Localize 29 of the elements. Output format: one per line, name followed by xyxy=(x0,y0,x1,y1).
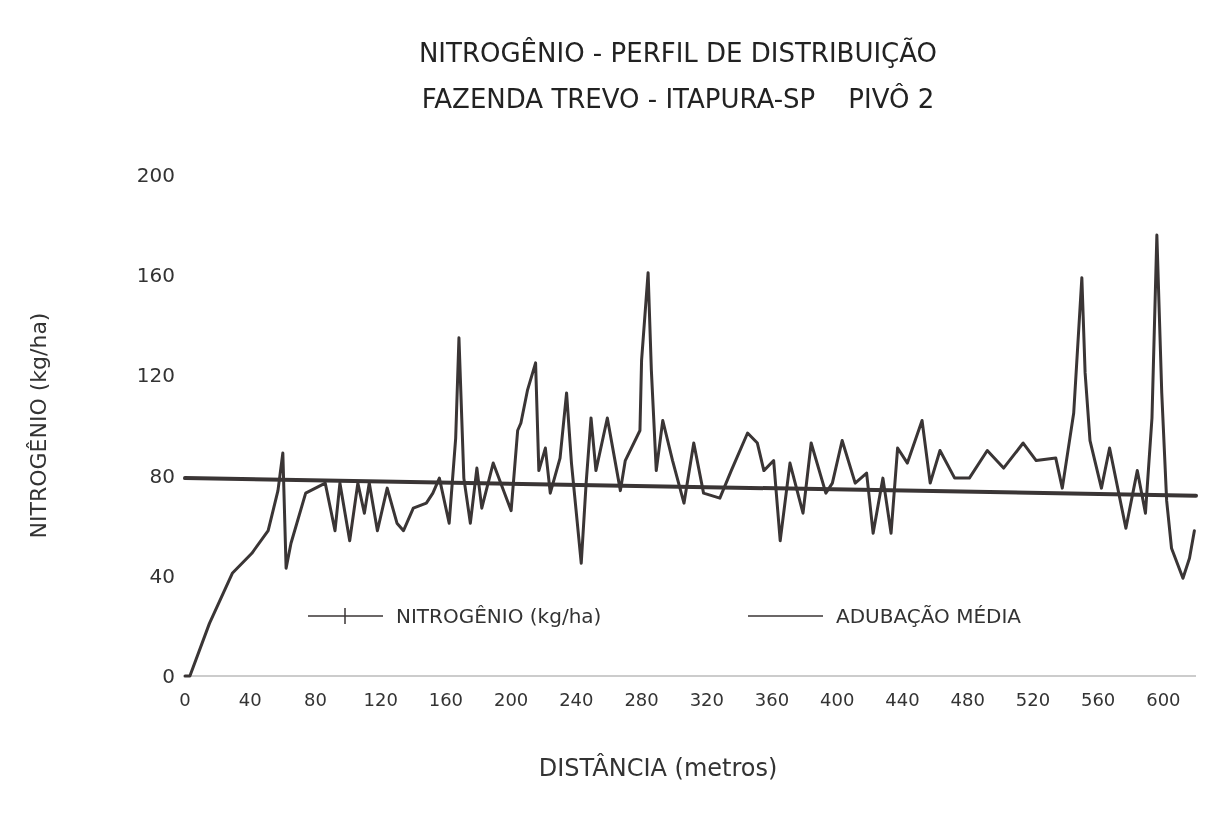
x-tick-label: 480 xyxy=(950,689,985,710)
x-tick-label: 80 xyxy=(304,689,327,710)
x-tick-label: 520 xyxy=(1015,689,1051,710)
y-tick-label: 200 xyxy=(136,163,175,187)
x-tick-label: 280 xyxy=(624,689,659,710)
x-tick-label: 600 xyxy=(1146,689,1181,710)
x-tick-label: 160 xyxy=(428,689,464,710)
y-tick-label: 160 xyxy=(136,263,175,288)
y-tick-label: 80 xyxy=(149,463,175,488)
x-tick-label: 400 xyxy=(820,689,855,710)
x-axis-title: DISTÂNCIA (metros) xyxy=(538,753,778,782)
x-tick-label: 360 xyxy=(754,689,790,710)
x-tick-label: 40 xyxy=(238,689,262,710)
x-tick-label: 560 xyxy=(1080,689,1116,710)
y-tick-label: 120 xyxy=(136,363,175,388)
chart-title: NITROGÊNIO - PERFIL DE DISTRIBUIÇÃO xyxy=(418,37,938,68)
x-tick-label: 240 xyxy=(559,689,594,710)
line-series xyxy=(183,233,1196,678)
x-tick-label: 320 xyxy=(689,689,724,710)
legend-label: ADUBAÇÃO MÉDIA xyxy=(836,604,1022,628)
x-tick-label: 440 xyxy=(885,689,920,710)
x-tick-label: 0 xyxy=(179,689,191,710)
legend-label: NITROGÊNIO (kg/ha) xyxy=(396,604,602,628)
x-tick-label: 200 xyxy=(493,689,529,710)
chart-subtitle: FAZENDA TREVO - ITAPURA-SP PIVÔ 2 xyxy=(421,83,935,114)
y-tick-label: 0 xyxy=(162,664,175,688)
y-axis-title: NITROGÊNIO (kg/ha) xyxy=(26,312,51,539)
x-tick-label: 120 xyxy=(363,689,398,710)
y-tick-label: 40 xyxy=(149,563,175,588)
